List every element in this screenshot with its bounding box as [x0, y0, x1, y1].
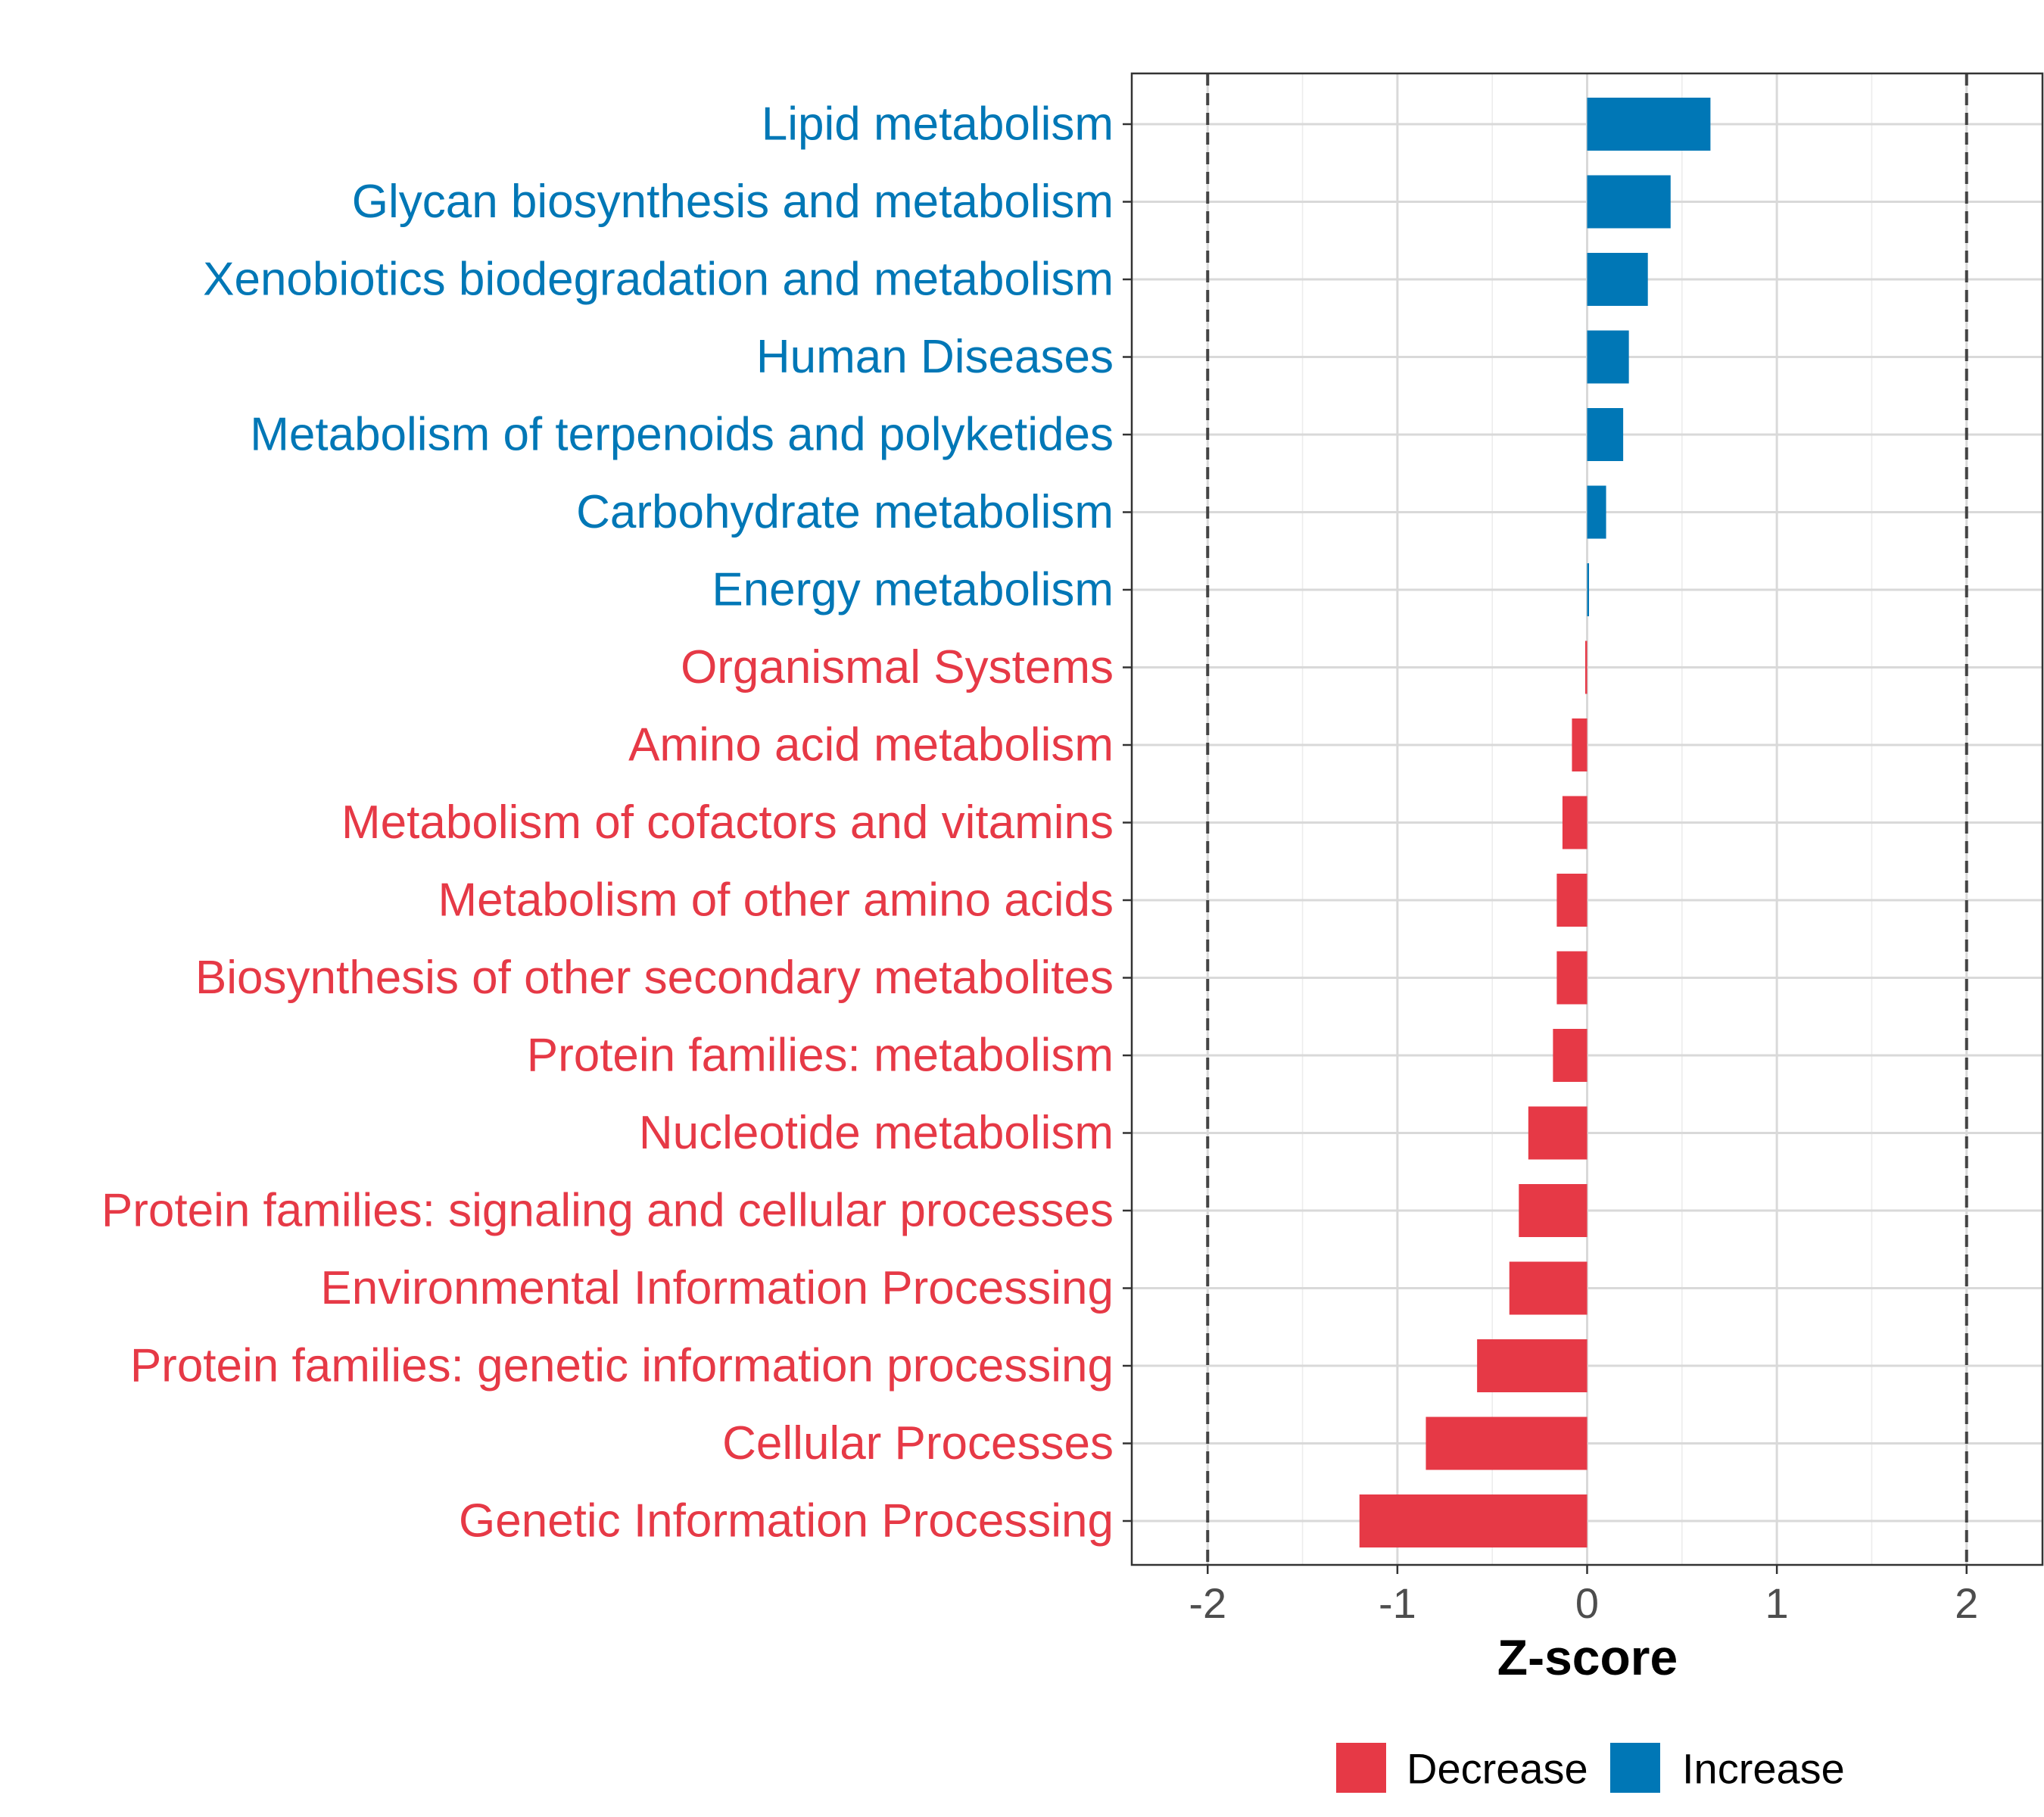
- category-label: Human Diseases: [756, 331, 1114, 383]
- category-label: Protein families: metabolism: [527, 1030, 1114, 1082]
- category-label: Biosynthesis of other secondary metaboli…: [195, 952, 1114, 1004]
- x-tick-label: -2: [1189, 1579, 1226, 1627]
- category-label: Metabolism of terpenoids and polyketides: [250, 409, 1114, 461]
- category-label: Glycan biosynthesis and metabolism: [352, 176, 1114, 228]
- category-label: Protein families: signaling and cellular…: [101, 1185, 1114, 1237]
- category-label: Xenobiotics biodegradation and metabolis…: [203, 254, 1114, 306]
- legend-swatch: [1610, 1743, 1660, 1793]
- x-axis-ticks: -2 -1 0 1 2: [1189, 1565, 1978, 1627]
- category-label: Energy metabolism: [712, 564, 1114, 616]
- bar: [1556, 951, 1588, 1005]
- category-label: Carbohydrate metabolism: [576, 486, 1114, 538]
- bar: [1556, 874, 1588, 927]
- category-labels: Lipid metabolism Glycan biosynthesis and …: [101, 98, 1132, 1547]
- bar: [1553, 1029, 1588, 1082]
- x-tick-label: 1: [1765, 1579, 1789, 1627]
- category-label: Metabolism of cofactors and vitamins: [341, 796, 1114, 849]
- category-label: Environmental Information Processing: [320, 1262, 1114, 1314]
- bar: [1587, 485, 1606, 539]
- bar: [1587, 175, 1671, 229]
- bar: [1587, 563, 1590, 616]
- category-label: Genetic Information Processing: [459, 1495, 1114, 1547]
- bar: [1509, 1261, 1588, 1315]
- bar: [1587, 408, 1624, 461]
- bar: [1426, 1417, 1588, 1470]
- bar: [1477, 1339, 1588, 1392]
- category-label: Amino acid metabolism: [628, 719, 1114, 771]
- bar: [1528, 1106, 1588, 1160]
- legend-swatch: [1336, 1743, 1386, 1793]
- bar: [1562, 796, 1588, 849]
- x-tick-label: 2: [1955, 1579, 1978, 1627]
- category-label: Lipid metabolism: [762, 98, 1114, 151]
- bar-layer: [1359, 98, 1711, 1547]
- bar: [1587, 98, 1711, 151]
- bar: [1584, 640, 1588, 694]
- legend-label: Increase: [1682, 1745, 1845, 1793]
- bar: [1359, 1494, 1588, 1547]
- category-label: Organismal Systems: [681, 641, 1114, 693]
- category-label: Metabolism of other amino acids: [438, 874, 1114, 927]
- category-label: Cellular Processes: [722, 1417, 1114, 1469]
- legend-label: Decrease: [1407, 1745, 1588, 1793]
- category-label: Protein families: genetic information pr…: [130, 1340, 1114, 1392]
- bar: [1572, 718, 1588, 771]
- legend: Decrease Increase: [1336, 1743, 1845, 1793]
- bar: [1587, 330, 1629, 384]
- x-axis-title: Z-score: [1497, 1629, 1678, 1685]
- reference-lines: [1206, 73, 1968, 1565]
- category-label: Nucleotide metabolism: [639, 1107, 1114, 1159]
- x-tick-label: -1: [1379, 1579, 1416, 1627]
- bar: [1587, 253, 1648, 306]
- bar: [1519, 1184, 1588, 1237]
- x-tick-label: 0: [1575, 1579, 1599, 1627]
